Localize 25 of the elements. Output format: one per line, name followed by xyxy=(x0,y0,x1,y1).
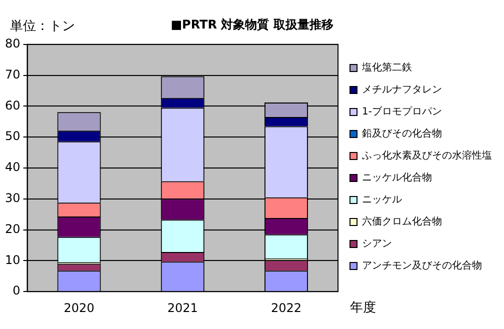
y-tick-label: 20 xyxy=(4,222,20,236)
legend-label: 鉛及びその化合物 xyxy=(362,128,442,140)
y-tick-label: 0 xyxy=(12,284,20,298)
legend-label: メチルナフタレン xyxy=(362,84,442,96)
x-tick-label: 2021 xyxy=(167,300,198,315)
legend-label: アンチモン及びその化合物 xyxy=(362,260,482,272)
y-tick-label: 10 xyxy=(4,252,20,267)
y-tick-label: 40 xyxy=(4,160,20,174)
legend-label: ニッケル化合物 xyxy=(362,172,432,184)
legend-label: 1-ブロモプロパン xyxy=(362,106,442,118)
y-tick-label: 70 xyxy=(4,67,20,82)
x-axis-title: 年度 xyxy=(350,300,376,316)
y-tick-label: 60 xyxy=(4,98,20,112)
legend-label: 塩化第二鉄 xyxy=(361,62,412,74)
chart-title: ■PRTR 対象物質 取扱量推移 xyxy=(170,17,334,32)
legend-label: シアン xyxy=(362,238,392,250)
y-tick-label: 50 xyxy=(4,129,20,144)
legend-label: ニッケル xyxy=(362,194,402,206)
y-tick-label: 80 xyxy=(4,36,20,51)
legend-label: ふっ化水素及びその水溶性塩 xyxy=(361,150,492,162)
x-tick-label: 2020 xyxy=(64,300,94,315)
y-axis-title: 単位：トン xyxy=(10,19,75,34)
legend-label: 六価クロム化合物 xyxy=(362,216,442,228)
y-tick-label: 30 xyxy=(4,191,20,206)
x-tick-label: 2022 xyxy=(270,300,302,315)
